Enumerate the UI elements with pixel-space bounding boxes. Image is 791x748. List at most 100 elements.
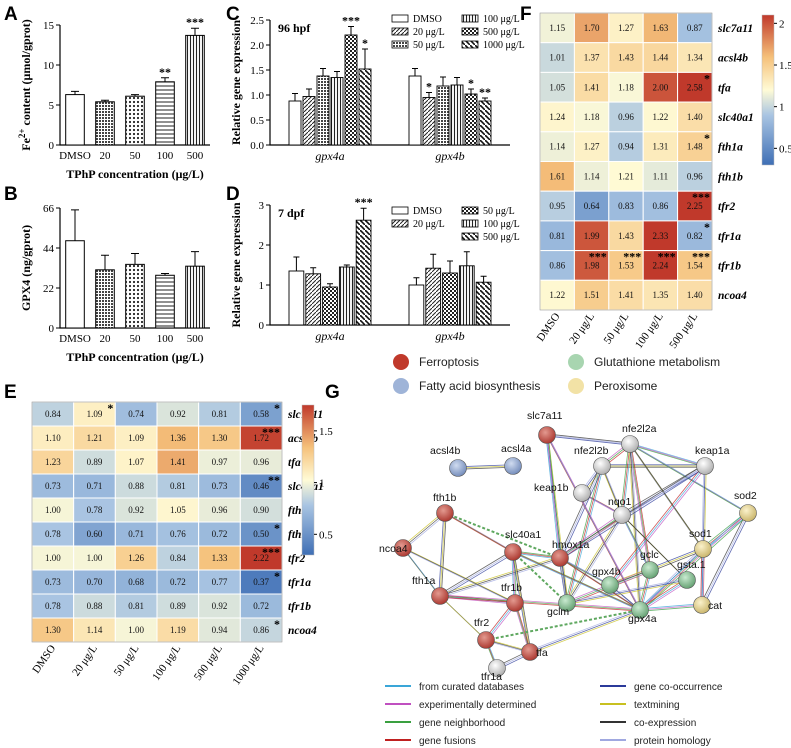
cell-value: 1.72 — [253, 433, 269, 443]
network-edge — [531, 610, 642, 654]
error-bar — [360, 207, 367, 221]
network-edge — [446, 513, 515, 554]
y-axis-label: Relative gene expression — [229, 202, 243, 327]
error-bar — [101, 99, 109, 102]
heatmap-cell — [198, 425, 241, 451]
cell-value: 0.78 — [45, 529, 61, 539]
network-node — [449, 459, 467, 477]
network-edge — [567, 515, 624, 605]
network-node — [504, 457, 522, 475]
cell-value: 0.73 — [45, 481, 61, 491]
row-label: tfa — [718, 82, 731, 94]
bar — [95, 101, 115, 146]
bar — [464, 93, 478, 146]
network-edge — [545, 433, 560, 557]
edge-legend-label: gene co-occurrence — [634, 682, 723, 693]
network-node-label: gsta.1 — [677, 559, 706, 571]
heatmap-cell — [677, 161, 713, 192]
error-bar — [430, 253, 437, 269]
row-label: tfr1b — [288, 601, 311, 613]
cell-value: 1.19 — [170, 625, 186, 635]
significance-mark: *** — [355, 195, 373, 209]
error-bar — [320, 68, 326, 76]
cell-value: 2.24 — [653, 260, 669, 270]
network-edge — [444, 512, 514, 553]
network-node — [504, 543, 522, 561]
legend-swatch — [461, 206, 479, 215]
cell-value: 0.92 — [212, 601, 228, 611]
cell-value: 1.14 — [584, 171, 600, 181]
legend-swatch — [391, 206, 409, 215]
network-node-label: tfr2 — [474, 617, 489, 629]
cell-value: 0.50 — [253, 529, 269, 539]
network-edge — [631, 444, 707, 468]
x-group-label: gpx4a — [315, 329, 344, 343]
cell-value: 0.86 — [549, 260, 565, 270]
panel-label-a: A — [4, 4, 18, 25]
network-edge — [638, 511, 748, 610]
y-tick-label: 15 — [43, 20, 55, 32]
network-edge — [601, 465, 623, 516]
network-node-label: cat — [708, 600, 722, 612]
colorbar — [761, 14, 775, 166]
network-edge — [630, 445, 642, 612]
network-edge — [529, 609, 641, 653]
network-edge — [439, 595, 641, 611]
cell-value: 1.05 — [170, 505, 186, 515]
heatmap-cell — [642, 101, 679, 133]
heatmap-cell — [608, 279, 644, 311]
network-node-label: tfa — [536, 647, 548, 659]
y-tick-label: 2.5 — [250, 15, 264, 27]
heatmap-cell — [73, 425, 116, 451]
cell-value: 1.31 — [653, 142, 669, 152]
cell-value: 1.43 — [618, 231, 634, 241]
cell-value: 1.11 — [653, 171, 668, 181]
cell-value: 0.94 — [212, 625, 228, 635]
network-layer: Ferroptosis Glutathione metabolism Fatty a… — [379, 354, 757, 747]
heatmap-cell — [73, 401, 116, 427]
heatmap-cell — [198, 569, 241, 595]
row-label: tfr1b — [718, 260, 741, 272]
network-edge — [548, 435, 632, 446]
network-edge — [438, 511, 445, 595]
cell-value: 1.61 — [549, 171, 565, 181]
category-swatch — [393, 354, 409, 370]
error-bar — [412, 68, 418, 76]
heatmap-cell — [73, 617, 116, 643]
column-label: DMSO — [535, 311, 563, 344]
cell-value: 1.35 — [653, 290, 669, 300]
cell-value: 0.71 — [128, 529, 144, 539]
network-edge — [440, 596, 488, 642]
legend-swatch — [461, 14, 479, 23]
heatmap-cell — [114, 521, 158, 547]
network-edge — [440, 514, 447, 598]
network-edge — [401, 511, 445, 548]
error-bar — [463, 251, 470, 266]
y-tick-label: 0.0 — [250, 140, 264, 152]
cell-value: 0.58 — [253, 409, 269, 419]
column-label: 100 μg/L — [633, 311, 666, 351]
bar — [450, 84, 464, 146]
cell-value: 0.73 — [45, 577, 61, 587]
row-label: tfa — [288, 457, 301, 469]
heatmap-border — [539, 12, 713, 311]
network-edge — [438, 594, 639, 610]
network-edge — [639, 512, 749, 611]
colorbar-tick-label: 2 — [779, 18, 785, 30]
bar — [436, 85, 450, 146]
bar — [458, 265, 475, 326]
colorbar — [301, 404, 315, 556]
x-group-label: gpx4b — [435, 329, 464, 343]
cell-value: 1.98 — [584, 260, 600, 270]
legend-swatch — [461, 232, 479, 241]
cell-value: 1.23 — [45, 457, 61, 467]
error-bar — [293, 256, 300, 271]
network-edge — [438, 550, 513, 596]
panel-d: 0 1 2 3 *** gpx4a gpx4b 7 dpf Relative gene expr… — [229, 195, 520, 343]
colorbar-tick-label: 1 — [319, 478, 325, 490]
network-node-label: slc7a11 — [527, 410, 563, 422]
network-edge — [621, 514, 651, 571]
cell-value: 2.58 — [687, 82, 703, 92]
network-node — [477, 631, 495, 649]
column-label: 20 μg/L — [70, 643, 100, 679]
